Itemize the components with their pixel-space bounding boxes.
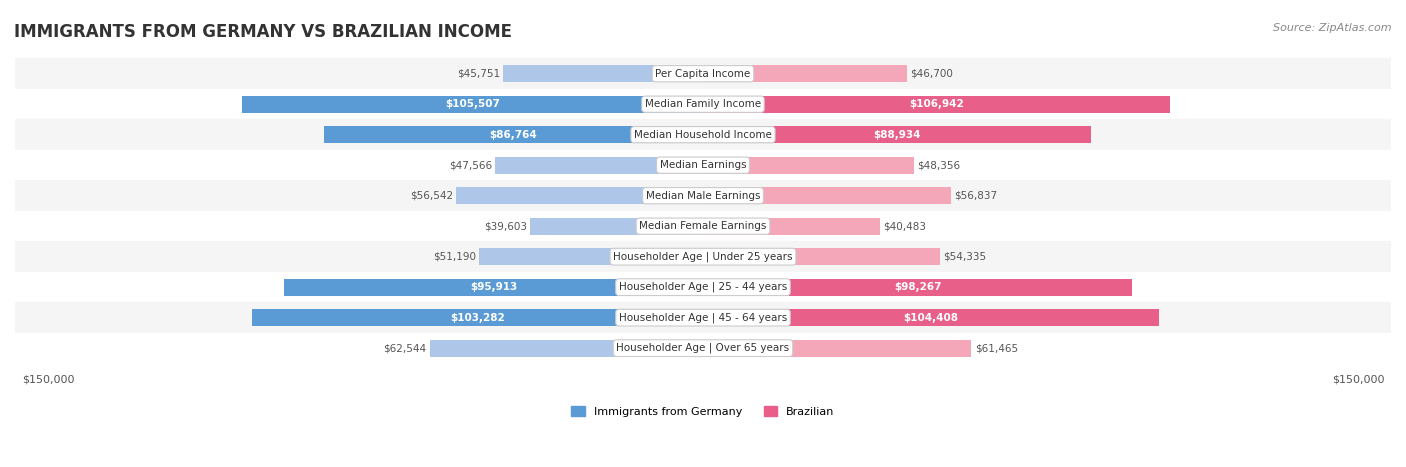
Text: $47,566: $47,566 [449, 160, 492, 170]
Text: Median Female Earnings: Median Female Earnings [640, 221, 766, 231]
Bar [703, 340, 972, 356]
Text: $39,603: $39,603 [484, 221, 527, 231]
Bar [15, 211, 1391, 241]
Bar [530, 218, 703, 234]
Bar [15, 120, 1391, 150]
Text: Per Capita Income: Per Capita Income [655, 69, 751, 79]
Bar [15, 89, 1391, 120]
Bar [15, 303, 1391, 333]
Bar [703, 157, 914, 174]
Bar [242, 96, 703, 113]
Bar [703, 248, 941, 265]
Text: Householder Age | Under 25 years: Householder Age | Under 25 years [613, 251, 793, 262]
Text: $40,483: $40,483 [883, 221, 927, 231]
Text: Median Male Earnings: Median Male Earnings [645, 191, 761, 201]
Text: $56,837: $56,837 [955, 191, 998, 201]
Bar [703, 187, 952, 204]
Text: $95,913: $95,913 [470, 282, 517, 292]
Text: $88,934: $88,934 [873, 130, 921, 140]
Bar [252, 309, 703, 326]
Legend: Immigrants from Germany, Brazilian: Immigrants from Germany, Brazilian [567, 401, 839, 421]
Text: $61,465: $61,465 [974, 343, 1018, 353]
Bar [325, 126, 703, 143]
Text: $98,267: $98,267 [894, 282, 941, 292]
Text: $51,190: $51,190 [433, 252, 477, 262]
Bar [15, 58, 1391, 89]
Text: $105,507: $105,507 [446, 99, 501, 109]
Bar [430, 340, 703, 356]
Bar [703, 65, 907, 82]
Bar [15, 272, 1391, 303]
Text: $104,408: $104,408 [904, 312, 959, 323]
Bar [15, 150, 1391, 180]
Text: $62,544: $62,544 [384, 343, 426, 353]
Text: Householder Age | 25 - 44 years: Householder Age | 25 - 44 years [619, 282, 787, 292]
Text: $86,764: $86,764 [489, 130, 537, 140]
Bar [703, 96, 1170, 113]
Text: $56,542: $56,542 [409, 191, 453, 201]
Text: $103,282: $103,282 [450, 312, 505, 323]
Bar [15, 241, 1391, 272]
Text: Householder Age | Over 65 years: Householder Age | Over 65 years [616, 343, 790, 354]
Text: $54,335: $54,335 [943, 252, 987, 262]
Text: IMMIGRANTS FROM GERMANY VS BRAZILIAN INCOME: IMMIGRANTS FROM GERMANY VS BRAZILIAN INC… [14, 23, 512, 42]
Text: $45,751: $45,751 [457, 69, 501, 79]
Bar [479, 248, 703, 265]
Bar [15, 333, 1391, 363]
Bar [703, 218, 880, 234]
Text: $106,942: $106,942 [910, 99, 965, 109]
Text: Median Family Income: Median Family Income [645, 99, 761, 109]
Bar [456, 187, 703, 204]
Bar [15, 180, 1391, 211]
Bar [495, 157, 703, 174]
Text: Householder Age | 45 - 64 years: Householder Age | 45 - 64 years [619, 312, 787, 323]
Text: Median Earnings: Median Earnings [659, 160, 747, 170]
Text: $48,356: $48,356 [917, 160, 960, 170]
Text: Median Household Income: Median Household Income [634, 130, 772, 140]
Bar [284, 279, 703, 296]
Text: $46,700: $46,700 [910, 69, 953, 79]
Text: Source: ZipAtlas.com: Source: ZipAtlas.com [1274, 23, 1392, 33]
Bar [503, 65, 703, 82]
Bar [703, 279, 1132, 296]
Bar [703, 309, 1159, 326]
Bar [703, 126, 1091, 143]
